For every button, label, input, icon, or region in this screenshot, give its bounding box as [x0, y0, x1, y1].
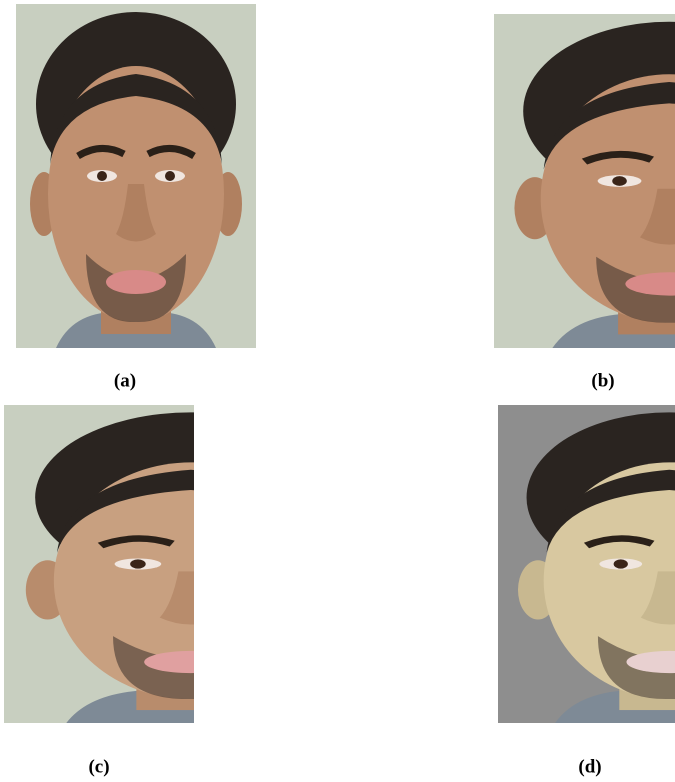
caption: (d) — [578, 756, 601, 777]
caption: (c) — [88, 756, 109, 777]
photo-full — [16, 4, 256, 348]
photo-left-half — [494, 14, 675, 348]
caption: (b) — [591, 370, 614, 391]
photo-normalized-half — [498, 405, 675, 723]
caption: (a) — [114, 370, 136, 391]
photo-cropped-half — [4, 405, 378, 723]
